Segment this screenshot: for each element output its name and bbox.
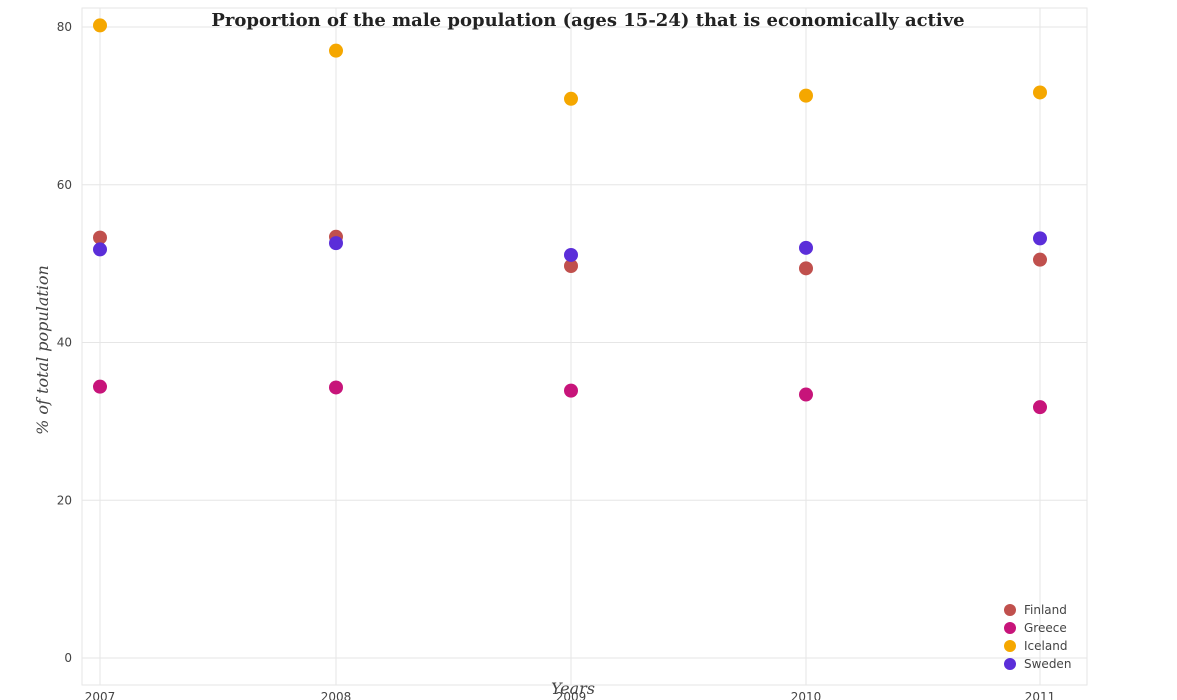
point-iceland-2010 [799,88,813,103]
point-iceland-2011 [1033,85,1047,100]
point-finland-2007 [93,230,107,245]
point-sweden-2008 [329,236,343,251]
y-tick-label: 80 [57,20,72,34]
point-greece-2007 [93,379,107,394]
point-greece-2009 [564,383,578,398]
legend-label-finland: Finland [1024,603,1067,617]
x-tick-label: 2009 [556,690,587,700]
x-tick-label: 2011 [1025,690,1056,700]
y-tick-label: 60 [57,178,72,192]
point-greece-2010 [799,387,813,402]
y-axis-label: % of total population [33,265,52,435]
x-tick-label: 2007 [85,690,116,700]
y-tick-label: 40 [57,336,72,350]
point-finland-2010 [799,261,813,276]
grid-lines [82,8,1087,685]
point-sweden-2010 [799,240,813,255]
legend-label-iceland: Iceland [1024,639,1067,653]
legend-marker-iceland [1004,640,1016,652]
y-tick-labels: 0 20 40 60 80 [57,20,72,665]
legend-marker-finland [1004,604,1016,616]
legend-label-sweden: Sweden [1024,657,1071,671]
point-iceland-2009 [564,91,578,106]
point-finland-2009 [564,258,578,273]
y-tick-label: 0 [64,651,72,665]
plot-area [81,7,1088,686]
legend: Finland Greece Iceland Sweden [1004,603,1071,671]
point-greece-2008 [329,380,343,395]
x-tick-labels: 2007 2008 2009 2010 2011 [85,690,1056,700]
point-greece-2011 [1033,400,1047,415]
legend-label-greece: Greece [1024,621,1067,635]
point-sweden-2007 [93,242,107,257]
chart-title: Proportion of the male population (ages … [211,10,964,31]
x-tick-label: 2010 [791,690,822,700]
legend-marker-sweden [1004,658,1016,670]
x-tick-label: 2008 [321,690,352,700]
point-iceland-2007 [93,18,107,33]
point-finland-2011 [1033,252,1047,267]
point-sweden-2011 [1033,231,1047,246]
point-sweden-2009 [564,247,578,262]
x-axis-label: Years [551,679,595,698]
legend-marker-greece [1004,622,1016,634]
data-points [93,18,1047,415]
y-tick-label: 20 [57,493,72,507]
point-iceland-2008 [329,43,343,58]
